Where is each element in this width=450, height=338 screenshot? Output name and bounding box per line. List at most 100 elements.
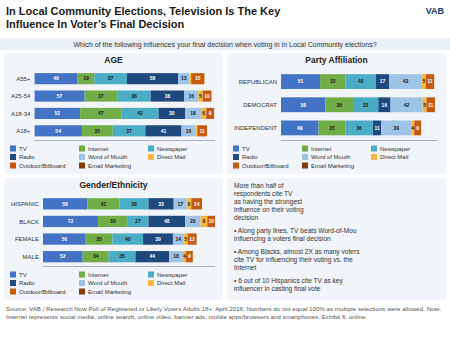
bar-segment — [43, 216, 98, 227]
bar-segment — [191, 73, 204, 84]
legend-label: Email Marketing — [311, 163, 354, 169]
data-label: 4 — [411, 125, 414, 131]
bar-segment — [182, 125, 196, 136]
legend-label: Radio — [242, 154, 258, 160]
legend-label: Word of Mouth — [311, 154, 350, 160]
panel-bg — [4, 53, 223, 174]
data-label: 43 — [403, 78, 409, 84]
legend-label: Word of Mouth — [88, 154, 127, 160]
data-label: 11 — [428, 102, 434, 108]
callout-line: decision — [234, 214, 259, 221]
chart-title: Party Affiliation — [305, 55, 368, 65]
data-label: 54 — [55, 128, 61, 134]
legend-swatch — [10, 154, 16, 160]
category-label: A55+ — [16, 76, 31, 82]
subtitle-bg — [0, 38, 450, 50]
data-label: 33 — [330, 78, 336, 84]
data-labels: 5234354418495635403914512723927482091058… — [60, 201, 214, 260]
bar-segment — [184, 91, 198, 102]
bar-segment — [113, 233, 144, 244]
category-label: A18-34 — [11, 111, 31, 117]
bar-segment — [191, 198, 202, 209]
data-label: 5 — [422, 78, 425, 84]
legend-label: Newspaper — [380, 146, 410, 152]
bar-segment — [196, 125, 198, 136]
bar-segment — [87, 198, 119, 209]
bar-segment — [185, 108, 201, 119]
category-label: BLACK — [19, 219, 39, 225]
bar-segment — [203, 91, 212, 102]
bar-segment — [82, 125, 113, 136]
bar-segment — [127, 73, 178, 84]
data-label: 11 — [427, 78, 433, 84]
bar-segment — [389, 74, 422, 89]
bar-segment — [34, 91, 84, 102]
bar-segment — [34, 108, 80, 119]
data-label: 15 — [195, 75, 201, 81]
legend-swatch — [302, 146, 308, 152]
legend: TVInternetNewspaperRadioWord of MouthDir… — [233, 146, 410, 169]
data-label: 5 — [423, 102, 426, 108]
bar-segment — [184, 233, 188, 244]
legend-label: Newspaper — [157, 272, 187, 278]
bar-segment — [207, 216, 215, 227]
logo: VAB — [426, 6, 445, 16]
data-label: 47 — [98, 110, 104, 116]
callout-line: influence on their voting — [234, 206, 304, 214]
legend-label: Newspaper — [157, 146, 187, 152]
data-label: 14 — [176, 236, 182, 242]
bar-segment — [117, 91, 150, 102]
data-label: 42 — [404, 102, 410, 108]
legend-swatch — [233, 154, 239, 160]
legend-label: Radio — [19, 154, 35, 160]
data-label: 57 — [57, 93, 63, 99]
bar-segment — [187, 198, 192, 209]
chart-panel: AGE5435374116115247423018695737383816510… — [4, 53, 223, 174]
bar-segment — [98, 216, 128, 227]
legend-label: Outdoor/Billboard — [19, 289, 66, 295]
title-line: In Local Community Elections, Television… — [6, 5, 281, 17]
legend-swatch — [233, 146, 239, 152]
data-label: 52 — [60, 253, 66, 259]
data-label: 12 — [189, 236, 195, 242]
data-label: 20 — [190, 218, 196, 224]
data-label: 37 — [126, 128, 132, 134]
x-axis — [281, 140, 438, 141]
legend-label: Direct Mail — [157, 154, 185, 160]
data-labels: 5435374116115247423018695737383816510491… — [53, 75, 212, 133]
legend-label: Word of Mouth — [88, 280, 127, 286]
legend-swatch — [148, 280, 154, 286]
category-label: FEMALE — [15, 236, 39, 242]
data-label: 6 — [202, 110, 205, 116]
data-label: 35 — [95, 128, 101, 134]
bar-segment — [197, 125, 207, 136]
bar-segment — [281, 97, 325, 112]
legend-label: Radio — [19, 280, 35, 286]
category-label: DEMOCRAT — [243, 102, 277, 108]
callout-line: cite TV for influencing their voting vs.… — [234, 256, 353, 264]
data-label: 58 — [62, 201, 68, 207]
bar-segment — [109, 251, 136, 262]
legend-swatch — [10, 289, 16, 295]
legend-label: TV — [19, 272, 27, 278]
bar-segment — [145, 125, 181, 136]
legend-label: Internet — [88, 272, 109, 278]
legend-swatch — [79, 146, 85, 152]
data-labels: 49353611394958363316425115133401743511 — [297, 78, 434, 130]
legend-swatch — [302, 163, 308, 169]
legend-label: TV — [19, 146, 27, 152]
callout: • 6 out of 10 Hispanics cite TV as keyin… — [234, 277, 344, 293]
callout-line: • 6 out of 10 Hispanics cite TV as key — [234, 277, 344, 285]
data-label: 9 — [416, 125, 419, 131]
callouts: More than half ofrespondents cite TVas h… — [227, 178, 446, 300]
bar-segment — [376, 74, 389, 89]
data-label: 16 — [382, 102, 388, 108]
legend-label: Direct Mail — [157, 280, 185, 286]
data-label: 9 — [209, 110, 212, 116]
data-label: 49 — [297, 125, 303, 131]
data-label: 39 — [110, 218, 116, 224]
x-axis — [43, 266, 215, 267]
data-label: 19 — [83, 75, 89, 81]
subtitle: Which of the following influences your f… — [73, 41, 376, 49]
category-label: HISPANIC — [11, 201, 40, 207]
